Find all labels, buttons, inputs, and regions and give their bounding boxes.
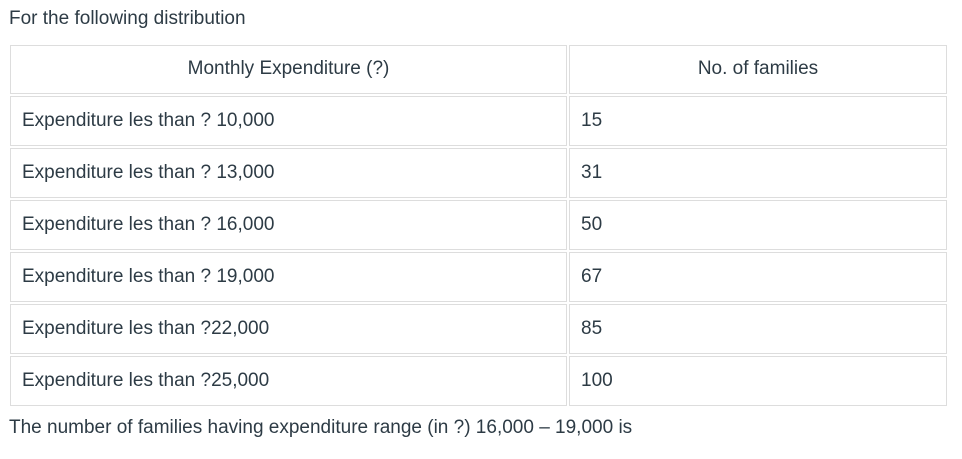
expenditure-cell: Expenditure les than ? 19,000 [10, 251, 567, 302]
expenditure-cell: Expenditure les than ? 16,000 [10, 199, 567, 250]
families-cell: 50 [569, 199, 947, 250]
distribution-table: Monthly Expenditure (?) No. of families … [8, 43, 949, 408]
table-row: Expenditure les than ?22,000 85 [10, 303, 947, 354]
table-row: Expenditure les than ? 13,000 31 [10, 147, 947, 198]
families-cell: 15 [569, 95, 947, 146]
table-row: Expenditure les than ?25,000 100 [10, 355, 947, 406]
expenditure-cell: Expenditure les than ? 10,000 [10, 95, 567, 146]
question-title: For the following distribution [9, 8, 246, 29]
col-header-no-of-families: No. of families [569, 44, 947, 94]
table-row: Expenditure les than ? 19,000 67 [10, 251, 947, 302]
question-page: For the following distribution Monthly E… [8, 8, 949, 438]
question-text: The number of families having expenditur… [9, 416, 633, 438]
families-cell: 67 [569, 251, 947, 302]
families-cell: 31 [569, 147, 947, 198]
expenditure-cell: Expenditure les than ? 13,000 [10, 147, 567, 198]
table-row: Expenditure les than ? 16,000 50 [10, 199, 947, 250]
table-row: Expenditure les than ? 10,000 15 [10, 95, 947, 146]
header-row: Monthly Expenditure (?) No. of families [10, 44, 947, 94]
expenditure-cell: Expenditure les than ?25,000 [10, 355, 567, 406]
col-header-monthly-expenditure: Monthly Expenditure (?) [10, 44, 567, 94]
table-header: Monthly Expenditure (?) No. of families [10, 44, 947, 94]
table-body: Expenditure les than ? 10,000 15 Expendi… [10, 95, 947, 406]
families-cell: 85 [569, 303, 947, 354]
families-cell: 100 [569, 355, 947, 406]
expenditure-cell: Expenditure les than ?22,000 [10, 303, 567, 354]
